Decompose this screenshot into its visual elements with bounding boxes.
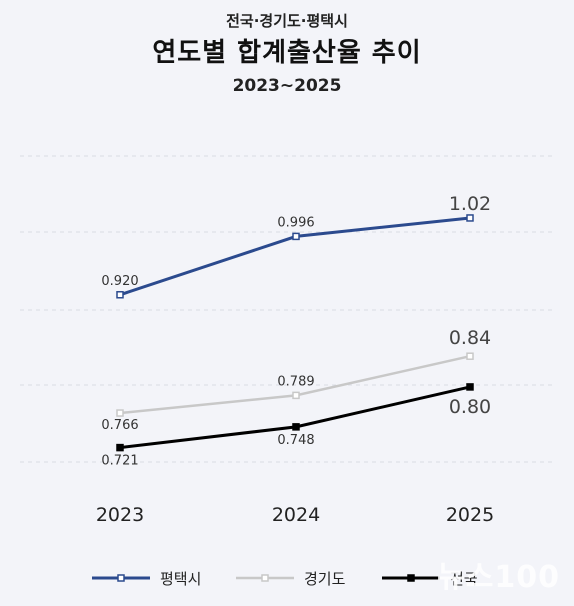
data-point [116, 409, 124, 417]
data-point [116, 443, 124, 452]
data-point [292, 423, 300, 431]
chart-title: 연도별 합계출산율 추이 [152, 38, 422, 68]
data-label: 0.80 [449, 396, 491, 418]
data-label: 1.02 [449, 193, 491, 215]
data-label: 0.84 [449, 327, 491, 349]
legend-label: 평택시 [160, 570, 201, 588]
data-label: 0.748 [277, 433, 314, 448]
data-point [292, 232, 300, 241]
x-tick-label: 2025 [446, 504, 494, 526]
legend-marker [261, 574, 269, 582]
data-point [466, 383, 474, 391]
legend-marker [407, 574, 415, 582]
data-point [116, 291, 124, 299]
legend-marker [117, 574, 125, 582]
legend-label: 전국 [450, 570, 478, 588]
chart-subtitle: 2023~2025 [232, 76, 342, 96]
chart-supertitle: 전국·경기도·평택시 [226, 12, 348, 30]
data-point [292, 391, 300, 400]
data-label: 0.920 [101, 274, 138, 289]
data-label: 0.789 [277, 374, 314, 389]
data-label: 0.996 [277, 215, 314, 230]
watermark-logo: 뉴스100 [437, 560, 560, 595]
x-tick-label: 2023 [96, 504, 144, 526]
data-point [466, 352, 474, 360]
x-tick-label: 2024 [272, 504, 320, 526]
data-label: 0.721 [101, 454, 138, 469]
data-point [466, 214, 474, 222]
data-label: 0.766 [101, 418, 138, 433]
legend-label: 경기도 [304, 570, 346, 588]
